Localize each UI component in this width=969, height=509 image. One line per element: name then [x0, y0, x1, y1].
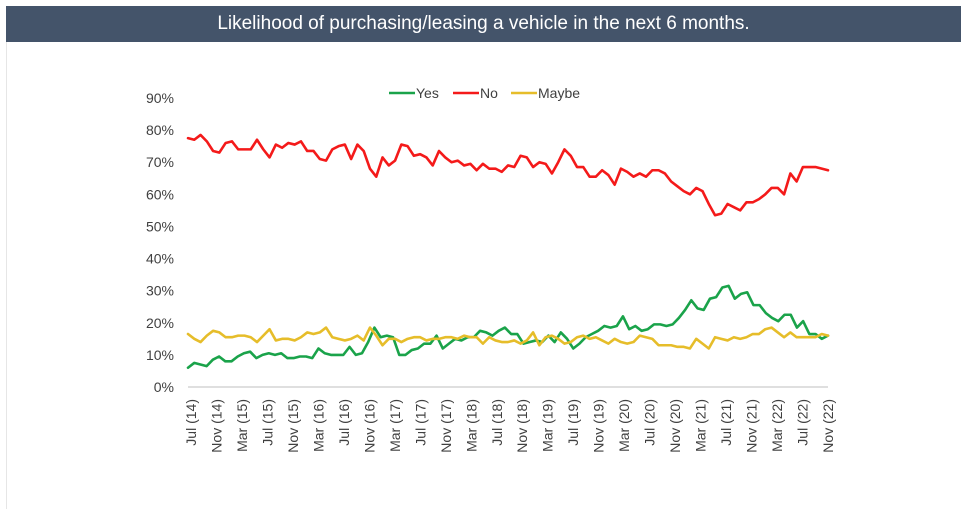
- x-tick-label: Mar (16): [310, 399, 326, 452]
- x-tick-label: Mar (21): [693, 399, 709, 452]
- x-tick-label: Mar (19): [540, 399, 556, 452]
- y-tick-label: 0%: [154, 379, 174, 395]
- x-tick-label: Jul (14): [183, 399, 199, 446]
- y-tick-label: 60%: [146, 186, 174, 202]
- x-tick-label: Nov (21): [744, 399, 760, 453]
- x-tick-label: Nov (14): [208, 399, 224, 453]
- legend-label-maybe: Maybe: [538, 85, 580, 101]
- series-line-no: [186, 133, 830, 217]
- panel-border: [6, 42, 7, 509]
- legend: Yes No Maybe: [389, 85, 580, 101]
- x-tick-label: Jul (18): [489, 399, 505, 446]
- x-tick-label: Nov (18): [514, 399, 530, 453]
- series-line-yes: [186, 284, 830, 370]
- x-tick-label: Mar (20): [616, 399, 632, 452]
- series-line-maybe: [186, 326, 830, 350]
- x-tick-label: Nov (15): [285, 399, 301, 453]
- x-tick-label: Nov (19): [591, 399, 607, 453]
- x-tick-label: Mar (17): [387, 399, 403, 452]
- x-axis: Jul (14) Nov (14) Mar (15) Jul (15) Nov (15)…: [183, 386, 836, 453]
- y-tick-label: 20%: [146, 315, 174, 331]
- y-axis: 0% 10% 20% 30% 40% 50% 60% 70% 80% 90%: [146, 90, 174, 395]
- chart-title: Likelihood of purchasing/leasing a vehic…: [6, 6, 961, 42]
- x-tick-label: Mar (22): [769, 399, 785, 452]
- y-tick-label: 10%: [146, 347, 174, 363]
- x-tick-label: Jul (22): [795, 399, 811, 446]
- y-tick-label: 70%: [146, 154, 174, 170]
- x-tick-label: Nov (22): [820, 399, 836, 453]
- y-tick-label: 50%: [146, 218, 174, 234]
- x-tick-label: Jul (19): [565, 399, 581, 446]
- x-tick-label: Jul (20): [642, 399, 658, 446]
- x-tick-label: Nov (16): [361, 399, 377, 453]
- x-tick-label: Mar (18): [463, 399, 479, 452]
- y-tick-label: 40%: [146, 251, 174, 267]
- x-tick-label: Nov (17): [438, 399, 454, 453]
- x-tick-label: Nov (20): [667, 399, 683, 453]
- x-tick-label: Jul (16): [336, 399, 352, 446]
- x-tick-label: Mar (15): [234, 399, 250, 452]
- legend-label-yes: Yes: [416, 85, 439, 101]
- x-tick-label: Jul (15): [259, 399, 275, 446]
- legend-label-no: No: [480, 85, 498, 101]
- series-lines: [186, 133, 830, 370]
- y-tick-label: 30%: [146, 283, 174, 299]
- x-tick-label: Jul (21): [718, 399, 734, 446]
- x-tick-label: Jul (17): [412, 399, 428, 446]
- y-tick-label: 90%: [146, 90, 174, 106]
- y-tick-label: 80%: [146, 122, 174, 138]
